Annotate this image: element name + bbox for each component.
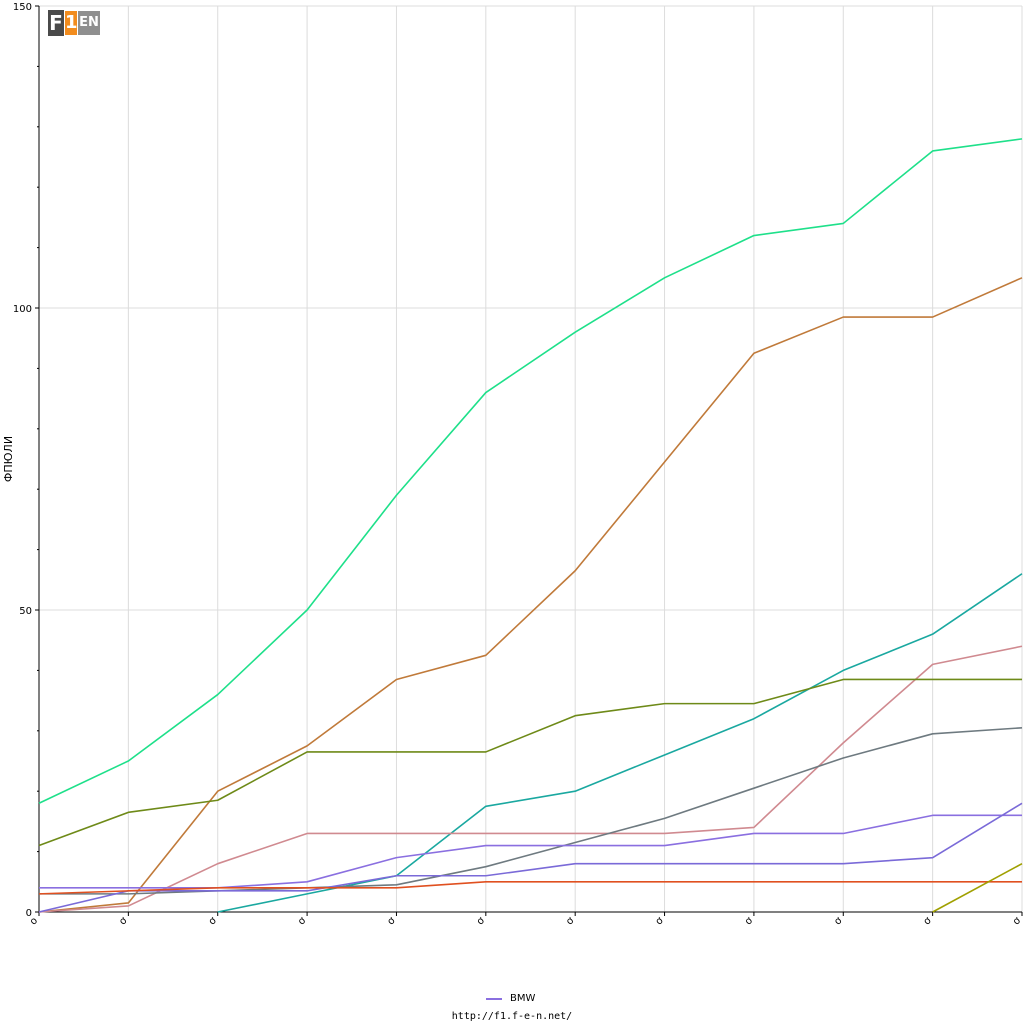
series-line-3 xyxy=(38,645,1023,913)
legend-swatch-bmw xyxy=(486,998,502,1000)
series-line-8 xyxy=(38,881,1022,895)
y-tick-label-150: 150 xyxy=(13,2,32,13)
y-axis-title: ФПЮЛИ xyxy=(2,436,15,482)
series-line-2 xyxy=(217,573,1023,913)
y-tick-label-100: 100 xyxy=(13,304,32,315)
logo-part-one: 1 xyxy=(65,11,78,35)
series-line-4 xyxy=(38,678,1022,847)
series-line-1 xyxy=(38,277,1023,913)
y-tick-label-0: 0 xyxy=(26,908,32,919)
series-lines xyxy=(38,138,1023,913)
logo-part-f: F xyxy=(48,10,64,36)
grid xyxy=(38,5,1023,913)
legend-label-bmw: BMW xyxy=(510,993,536,1004)
y-tick-label-50: 50 xyxy=(19,606,32,617)
series-line-0 xyxy=(38,138,1023,805)
f1en-logo: F 1 EN xyxy=(48,10,100,36)
series-line-9 xyxy=(932,862,1023,913)
footer-url: http://f1.f-e-n.net/ xyxy=(451,1011,573,1022)
chart-legend: BMW xyxy=(486,993,535,1005)
series-line-7 xyxy=(38,802,1023,913)
axes xyxy=(35,5,1023,916)
logo-part-en: EN xyxy=(78,11,100,35)
